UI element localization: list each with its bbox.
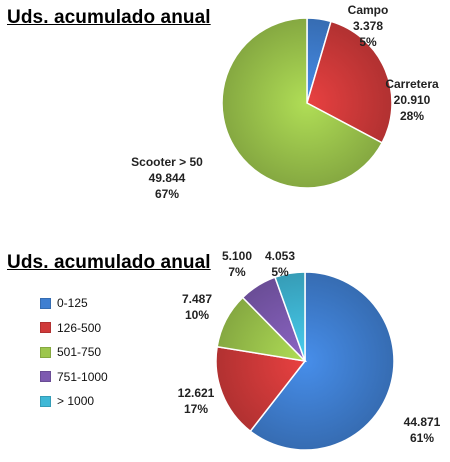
legend-label: 501-750 xyxy=(57,345,102,360)
data-label-2-4: 5.100 7% xyxy=(222,249,252,279)
data-label-1-2: Carretera 20.910 28% xyxy=(385,77,439,123)
legend-label: 126-500 xyxy=(57,320,102,335)
legend-swatch xyxy=(40,322,51,334)
legend-swatch xyxy=(40,371,51,383)
pie-slice-1-2 xyxy=(306,20,393,144)
chart-2-legend: 0-125 126-500 501-750 751-1000 > 1000 xyxy=(40,291,108,414)
legend-swatch xyxy=(40,395,51,407)
pie-slice-2-5 xyxy=(274,271,306,362)
pie-slice-2-1 xyxy=(249,271,395,451)
legend-label: > 1000 xyxy=(57,394,95,409)
legend-item: 501-750 xyxy=(40,340,108,365)
legend-item: 751-1000 xyxy=(40,365,108,390)
data-label-2-5: 4.053 5% xyxy=(265,249,295,279)
legend-swatch xyxy=(40,346,51,358)
pie-slice-1-3 xyxy=(221,17,384,189)
data-label-2-3: 7.487 10% xyxy=(182,292,212,322)
legend-item: > 1000 xyxy=(40,389,108,414)
chart-1-title: Uds. acumulado anual xyxy=(7,7,211,28)
data-label-1-1: Campo 3.378 5% xyxy=(348,3,389,49)
legend-label: 0-125 xyxy=(57,296,88,311)
data-label-1-3: Scooter > 50 49.844 67% xyxy=(131,155,203,201)
chart-2-title: Uds. acumulado anual xyxy=(7,252,211,273)
pie-slice-2-2 xyxy=(215,345,307,433)
legend-item: 0-125 xyxy=(40,291,108,316)
data-label-2-2: 12.621 17% xyxy=(178,386,215,416)
data-label-2-1: 44.871 61% xyxy=(404,415,441,445)
legend-label: 751-1000 xyxy=(57,369,108,384)
legend-item: 126-500 xyxy=(40,316,108,341)
legend-swatch xyxy=(40,297,51,309)
